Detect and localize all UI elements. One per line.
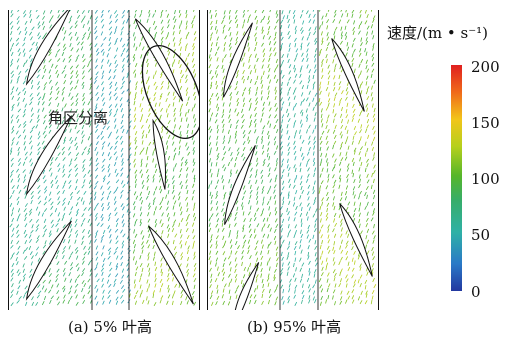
blade-profile [25, 10, 71, 86]
panel-a-5pct-span [8, 10, 200, 310]
colorbar-tick-50: 50 [471, 226, 491, 244]
blade-profile [223, 22, 253, 98]
blade-profile [234, 262, 260, 310]
corner-separation-label: 角区分离 [48, 109, 109, 127]
colorbar [451, 65, 462, 291]
blade-profile [25, 115, 72, 196]
blade-profile [152, 118, 167, 190]
colorbar-title: 速度/(m • s⁻¹) [387, 24, 488, 42]
colorbar-tick-150: 150 [471, 114, 500, 132]
vector-field-b [208, 10, 377, 310]
blade-profile [331, 38, 365, 112]
blade-profile [25, 220, 72, 301]
vector-field-a [9, 10, 199, 310]
blade-profile [148, 225, 194, 305]
blade-profile [224, 145, 256, 225]
velocity-arrows [208, 10, 377, 306]
caption-a: (a) 5% 叶高 [68, 318, 152, 336]
colorbar-tick-100: 100 [471, 170, 500, 188]
separation-highlight-ellipse [141, 44, 199, 140]
blade-profile [134, 18, 184, 102]
panel-b-95pct-span [207, 10, 379, 310]
caption-b: (b) 95% 叶高 [247, 318, 342, 336]
blade-profile [339, 203, 373, 277]
colorbar-tick-200: 200 [471, 58, 500, 76]
colorbar-tick-0: 0 [471, 283, 481, 301]
